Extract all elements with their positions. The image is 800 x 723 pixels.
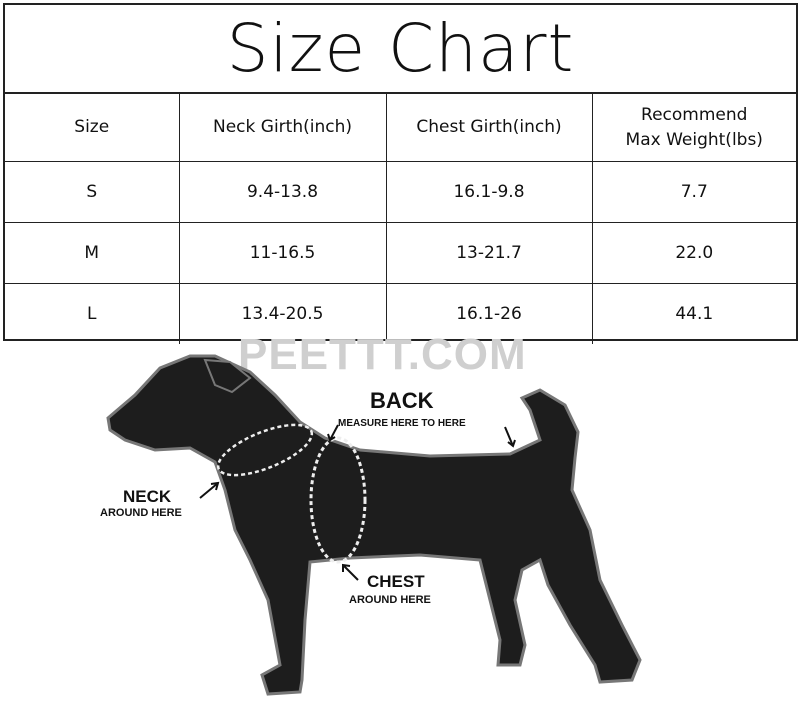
cell-weight: 44.1 xyxy=(591,283,796,344)
back-arrow-start-icon xyxy=(327,424,339,442)
chest-sublabel: AROUND HERE xyxy=(349,594,431,606)
cell-chest: 13-21.7 xyxy=(385,222,593,284)
table-row: S 9.4-13.8 16.1-9.8 7.7 xyxy=(5,161,796,223)
cell-size: M xyxy=(5,222,180,284)
chest-measure-loop xyxy=(309,436,367,564)
back-sublabel: MEASURE HERE TO HERE xyxy=(338,418,466,429)
header-max-weight: Recommend Max Weight(lbs) xyxy=(591,94,796,162)
cell-chest: 16.1-9.8 xyxy=(385,161,593,223)
back-label: BACK xyxy=(370,388,434,413)
chest-label: CHEST xyxy=(367,572,425,591)
neck-label: NECK xyxy=(123,487,172,506)
dog-ear xyxy=(203,358,252,394)
header-neck-girth: Neck Girth(inch) xyxy=(178,94,387,162)
neck-arrow-icon xyxy=(199,481,220,499)
cell-weight: 22.0 xyxy=(591,222,796,284)
back-arrow-end-icon xyxy=(504,426,516,448)
cell-chest: 16.1-26 xyxy=(385,283,593,344)
cell-size: L xyxy=(5,283,180,344)
neck-measure-loop xyxy=(216,423,314,477)
cell-neck: 13.4-20.5 xyxy=(178,283,387,344)
chest-arrow-icon xyxy=(342,563,359,581)
table-row: L 13.4-20.5 16.1-26 44.1 xyxy=(5,283,796,344)
cell-weight: 7.7 xyxy=(591,161,796,223)
size-table: Size Neck Girth(inch) Chest Girth(inch) … xyxy=(5,94,796,344)
table-row: M 11-16.5 13-21.7 22.0 xyxy=(5,222,796,284)
chart-title: Size Chart xyxy=(5,5,796,94)
neck-sublabel: AROUND HERE xyxy=(100,507,182,519)
watermark: PEETTT.COM xyxy=(238,330,527,379)
header-chest-girth: Chest Girth(inch) xyxy=(385,94,593,162)
size-chart: Size Chart Size Neck Girth(inch) Chest G… xyxy=(3,3,798,344)
cell-neck: 11-16.5 xyxy=(178,222,387,284)
